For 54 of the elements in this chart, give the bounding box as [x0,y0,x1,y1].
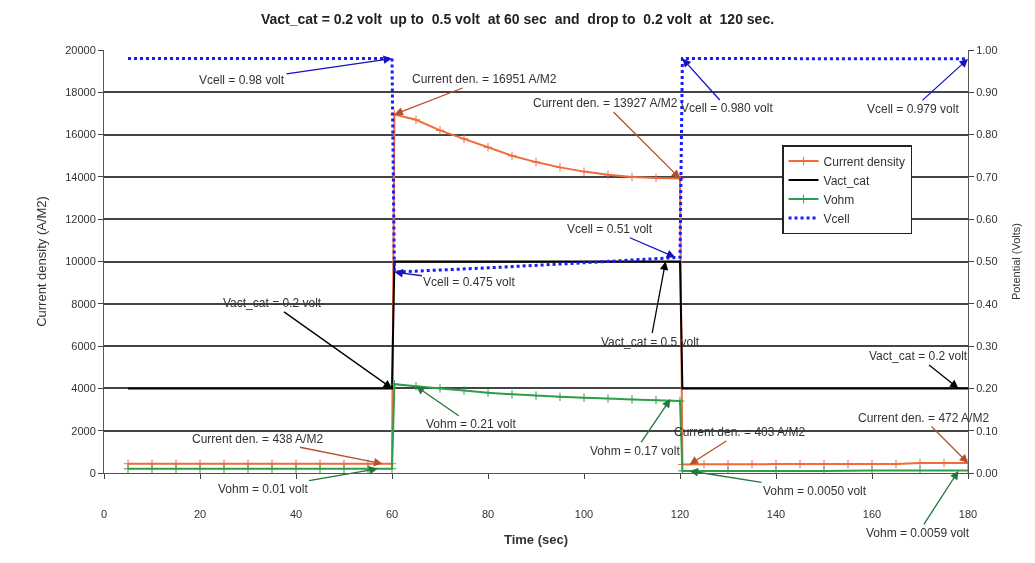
annotation: Current den. = 438 A/M2 [192,432,324,446]
y-tick-label: 8000 [71,297,96,310]
annotation: Current den. = 13927 A/M2 [533,96,678,110]
y-tick-label: 20000 [65,43,96,56]
y-tick-label: 6000 [71,339,96,352]
y2-tick-label: 0.30 [976,339,998,352]
y-axis-title: Current density (A/M2) [34,196,50,327]
y2-tick-label: 0.80 [976,128,998,141]
x-tick-label: 80 [481,508,495,521]
x-tick-label: 140 [766,508,786,521]
chart-title: Vact_cat = 0.2 volt up to 0.5 volt at 60 sec and drop to 0.2 volt at 120 sec. [260,10,775,27]
annotation: Vcell = 0.980 volt [681,101,774,115]
annotation: Vohm = 0.17 volt [590,444,681,458]
y-tick-label: 0 [89,466,96,479]
legend-label: Vact_cat [823,173,871,188]
x-tick-label: 160 [862,508,882,521]
x-tick-label: 60 [385,508,399,521]
y-tick-label: 4000 [71,382,96,395]
y2-tick-label: 1.00 [976,43,998,56]
x-tick-label: 0 [100,508,108,521]
y2-tick-label: 0.50 [976,255,998,268]
annotation: Vact_cat = 0.2 volt [869,349,968,363]
x-tick-label: 180 [958,508,978,521]
y2-tick-label: 0.20 [976,382,998,395]
x-tick-label: 40 [289,508,303,521]
x-axis-title: Time (sec) [503,531,569,547]
annotation: Vohm = 0.0059 volt [866,526,970,540]
legend-label: Vohm [823,192,855,207]
annotation: Vohm = 0.01 volt [218,482,309,496]
annotation: Vohm = 0.21 volt [426,417,517,431]
y-tick-label: 14000 [65,170,96,183]
y2-tick-label: 0.10 [976,424,998,437]
annotation: Vcell = 0.51 volt [567,222,653,236]
x-tick-label: 100 [574,508,594,521]
y-tick-label: 2000 [71,424,96,437]
y2-tick-label: 0.90 [976,86,998,99]
annotation: Vcell = 0.475 volt [423,275,516,289]
y2-tick-label: 0.40 [976,297,998,310]
y2-tick-label: 0.70 [976,170,998,183]
x-tick-label: 120 [670,508,690,521]
annotation: Vcell = 0.98 volt [199,73,285,87]
y2-tick-label: 0.00 [976,466,998,479]
annotation: Vcell = 0.979 volt [867,102,960,116]
annotation: Vohm = 0.0050 volt [763,484,867,498]
y-tick-label: 12000 [65,213,96,226]
y-tick-label: 16000 [65,128,96,141]
y-tick-label: 18000 [65,86,96,99]
y2-axis-title: Potential (Volts) [1009,222,1022,301]
y-tick-label: 10000 [65,255,96,268]
legend-label: Vcell [823,211,850,226]
legend-label: Current density [823,154,905,169]
x-tick-label: 20 [193,508,207,521]
annotation: Current den. = 16951 A/M2 [412,72,557,86]
y2-tick-label: 0.60 [976,213,998,226]
